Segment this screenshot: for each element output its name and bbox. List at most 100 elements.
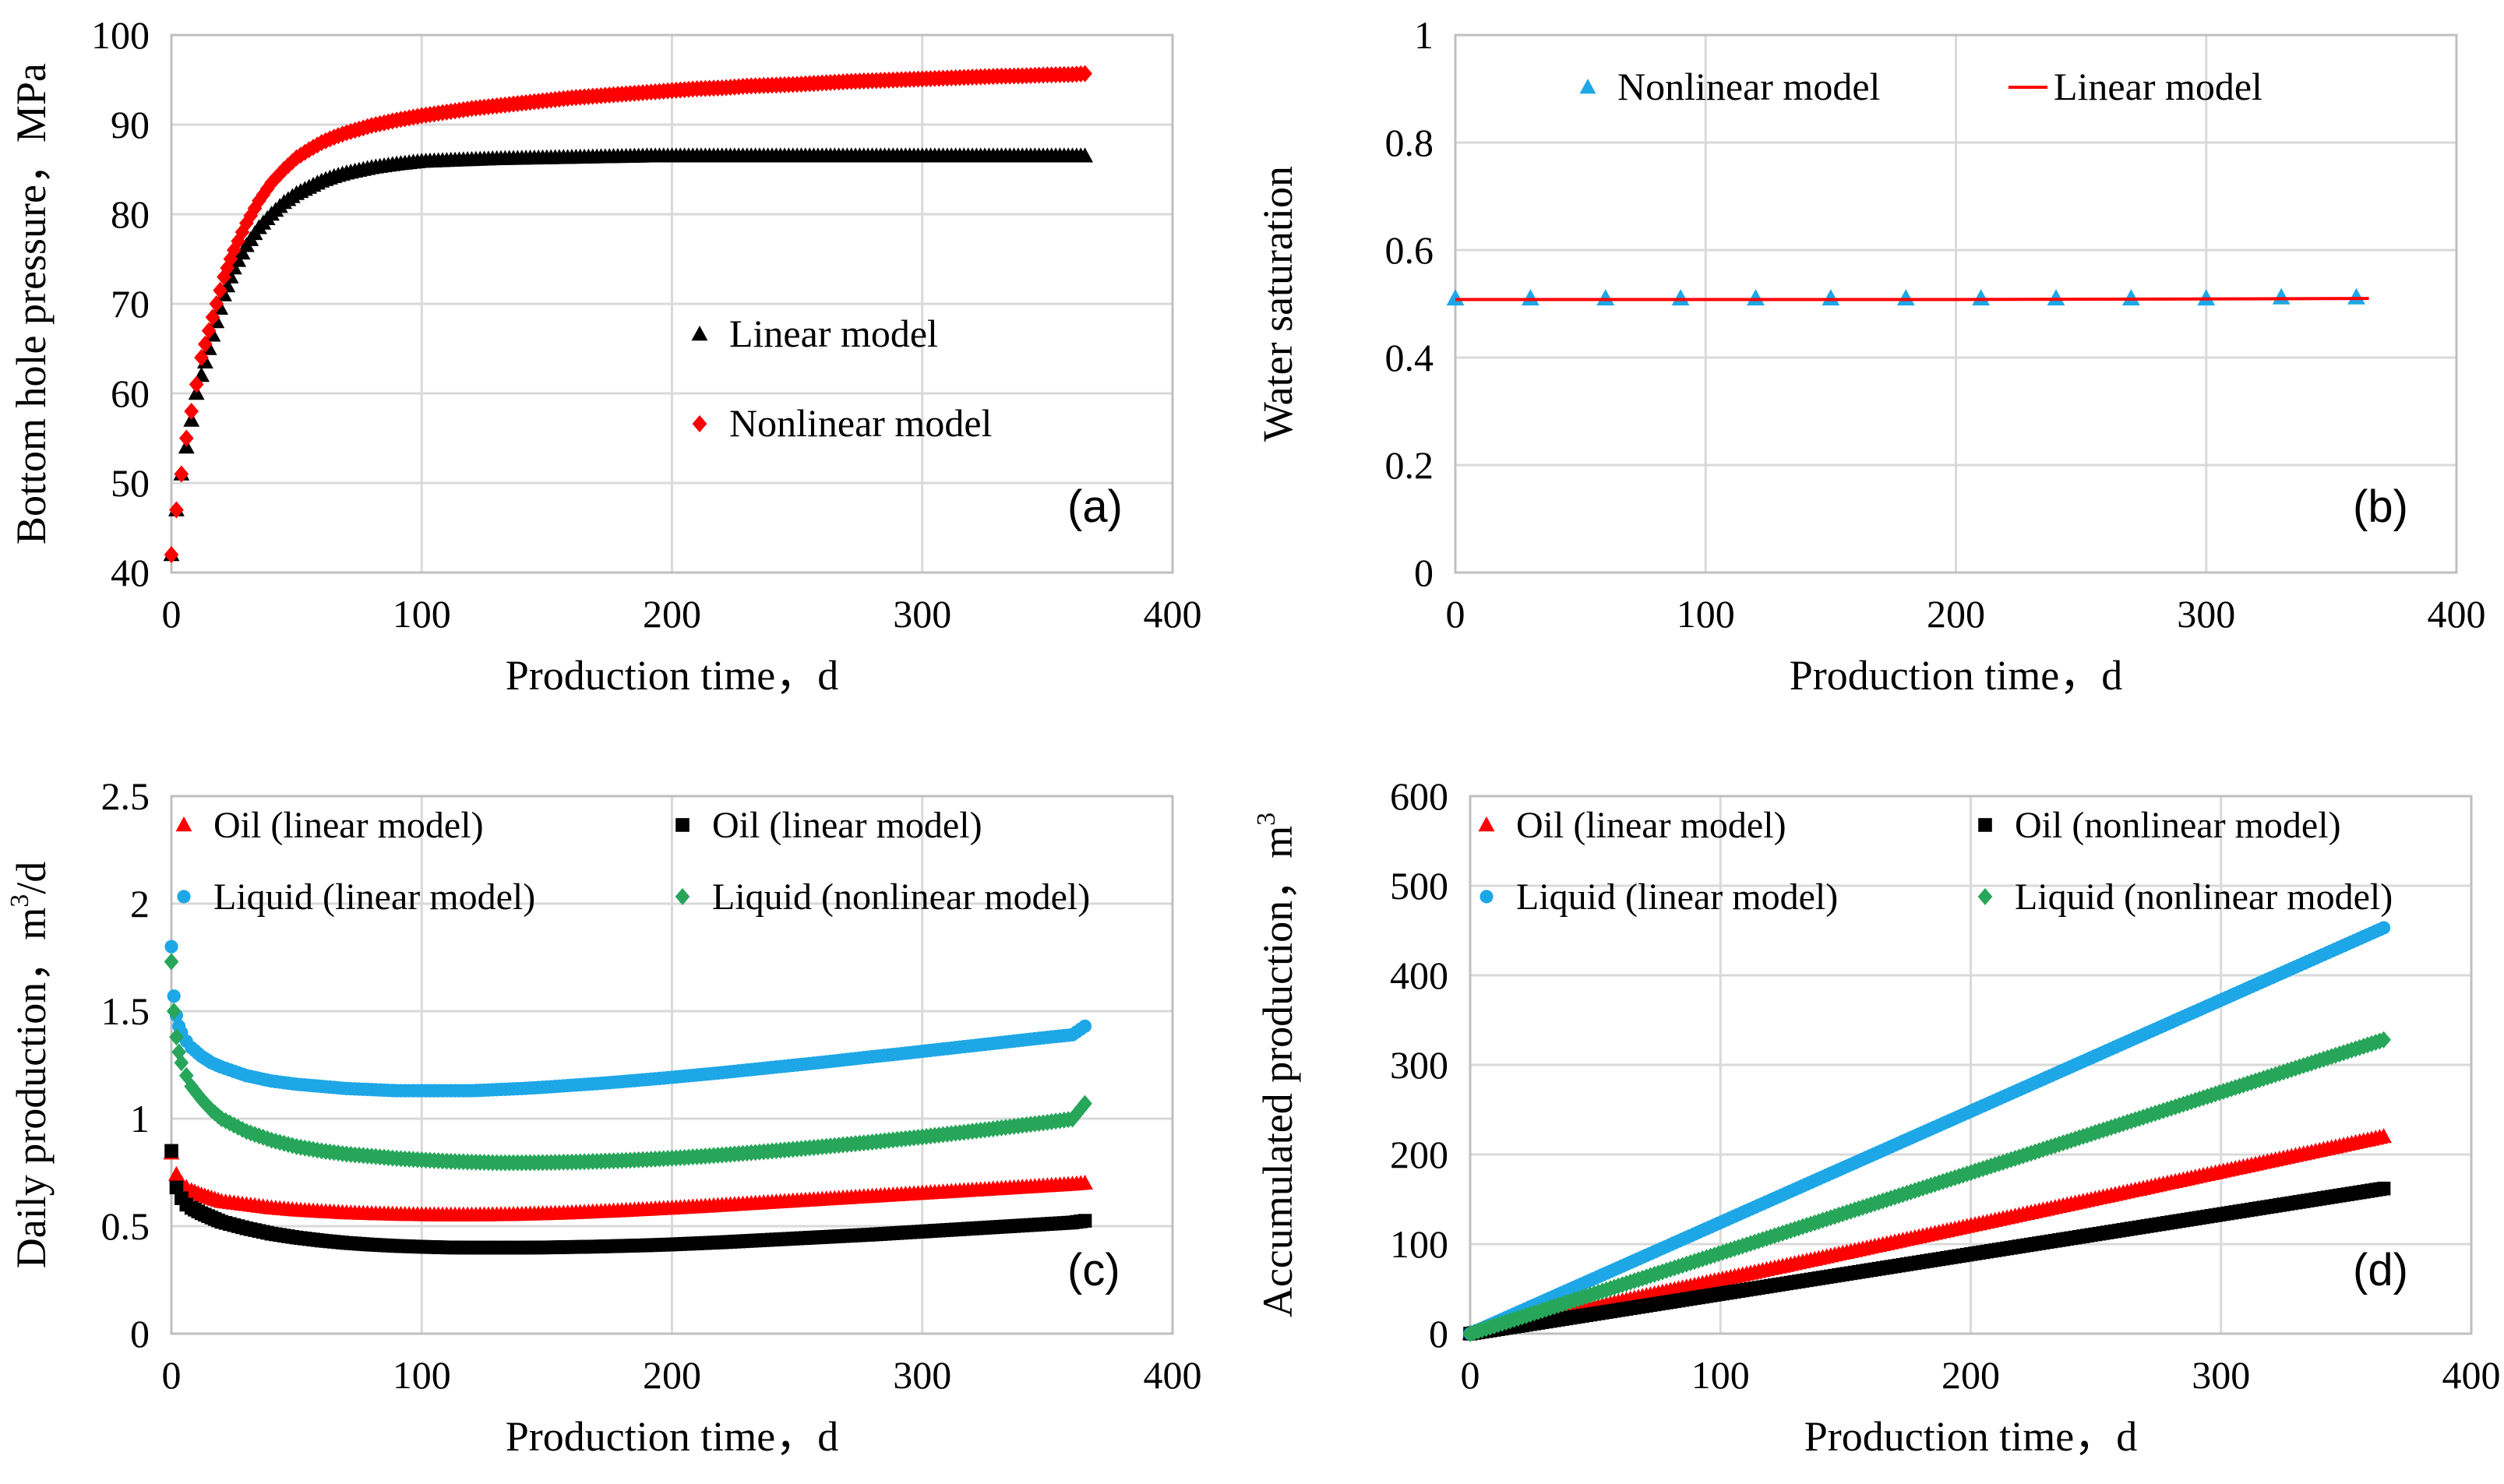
data-point [220,259,235,277]
legend-swatch [175,816,192,832]
x-axis-title: Production time，d [1790,652,2122,699]
data-point [169,1180,184,1195]
data-point [194,349,209,366]
panel-label: (c) [1067,1245,1120,1295]
y-tick-label: 0 [130,1312,150,1355]
y-tick-label: 0 [1429,1312,1448,1355]
series-3 [1462,1031,2391,1342]
legend: Nonlinear model Linear model [1579,65,2262,108]
y-tick-label: 1 [130,1097,150,1140]
y-tick-label: 0.8 [1385,121,1434,164]
y-axis-title: Accumulated production，m3 [1252,812,1301,1317]
panel-label: (b) [2353,481,2408,532]
legend-swatch [675,818,689,832]
x-tick-label: 0 [162,1353,182,1397]
legend-item: Oil (nonlinear model) [1978,805,2341,846]
data-point [1822,289,1840,306]
y-tick-label: 600 [1390,774,1448,818]
data-point [1596,289,1615,306]
legend-item: Linear model [2008,65,2262,108]
x-tick-label: 100 [1677,592,1735,636]
y-tick-label: 1.5 [101,989,150,1033]
y-tick-label: 90 [111,103,150,146]
data-point [243,206,259,224]
tick-labels: 0 100 200 300 400 40 50 60 70 80 90 100 [91,13,1202,636]
y-axis-title: Bottom hole pressure，MPa [8,63,55,545]
data-point [217,268,231,286]
legend-label: Linear model [2054,65,2262,108]
panel-label: (d) [2353,1245,2408,1295]
y-tick-label: 60 [111,372,150,415]
y-tick-label: 0.4 [1385,336,1434,379]
data-point [209,295,224,312]
legend-label: Linear model [729,312,938,355]
data-point [1069,1105,1084,1123]
data-point [174,465,189,483]
series-1 [1463,1181,2391,1341]
series-1 [164,1144,1092,1255]
legend-swatch [1478,816,1495,832]
panel-label: (a) [1067,481,1123,532]
data-point [1077,65,1092,83]
panel-b: 0 100 200 300 400 0 0.2 0.4 0.6 0.8 1 Production ti… [1247,0,2504,732]
y-tick-label: 300 [1390,1043,1448,1087]
legend-label: Nonlinear model [729,401,992,445]
data-point [169,501,184,519]
data-point [2376,1181,2391,1196]
data-point [184,403,199,420]
y-tick-label: 50 [111,461,150,505]
data-point [1521,289,1539,306]
x-tick-label: 300 [2177,592,2235,636]
x-axis-title: Production time，d [506,1413,838,1460]
data-point [164,1144,178,1158]
y-tick-label: 200 [1390,1133,1448,1176]
y-axis-title: Daily production，m3/d [5,862,55,1268]
y-tick-label: 80 [111,192,150,236]
data-point [1065,1110,1080,1128]
data-point [1077,1094,1092,1112]
data-point [213,281,227,299]
legend-label: Liquid (nonlinear model) [2015,876,2393,918]
legend-item: Oil (linear model) [675,805,982,846]
series-0 [163,1144,1094,1221]
legend-item: Oil (linear model) [175,805,484,846]
y-tick-label: 0 [1414,551,1434,594]
legend-label: Oil (linear model) [712,805,982,846]
x-tick-label: 100 [393,1353,451,1397]
x-tick-label: 200 [643,1353,701,1397]
data-point [1747,289,1765,306]
series-0 [163,147,1094,562]
x-tick-label: 400 [2442,1353,2501,1397]
y-tick-label: 100 [1390,1222,1448,1266]
chart-a: 0 100 200 300 400 40 50 60 70 80 90 100 Production t… [8,13,1202,699]
panel-c: 0 100 200 300 400 0 0.5 1 1.5 2 2.5 Production time… [0,732,1247,1480]
y-tick-label: 70 [111,282,150,326]
data-point [2121,289,2140,306]
y-tick-label: 40 [111,551,150,594]
data-point [2347,287,2365,305]
legend: Oil (linear model) Oil (linear model) Liqu… [175,805,1090,918]
data-point [1077,147,1094,163]
tick-labels: 0 100 200 300 400 0 100 200 300 400 500 600 [1390,774,2501,1397]
y-tick-label: 0.6 [1385,228,1434,272]
legend-swatch [1479,890,1494,904]
series-1 [1455,297,2369,301]
data-point [198,335,213,353]
data-point [164,546,179,563]
y-tick-label: 0.5 [101,1204,150,1248]
x-tick-label: 0 [1461,1353,1480,1397]
y-tick-label: 100 [91,13,150,57]
y-axis-title: Water saturation [1254,166,1301,442]
plot-frame [170,795,1174,1335]
legend-item: Liquid (nonlinear model) [1977,876,2393,918]
data-point [178,429,194,447]
legend-label: Liquid (linear model) [1516,876,1838,918]
legend-label: Oil (linear model) [1516,805,1786,846]
x-tick-label: 300 [893,1353,951,1397]
x-axis-title: Production time，d [1804,1413,2137,1460]
data-point [164,939,178,953]
legend-label: Nonlinear model [1617,65,1880,108]
series-2 [1463,921,2391,1341]
x-tick-label: 400 [1144,592,1202,636]
y-tick-label: 0.2 [1385,443,1434,487]
